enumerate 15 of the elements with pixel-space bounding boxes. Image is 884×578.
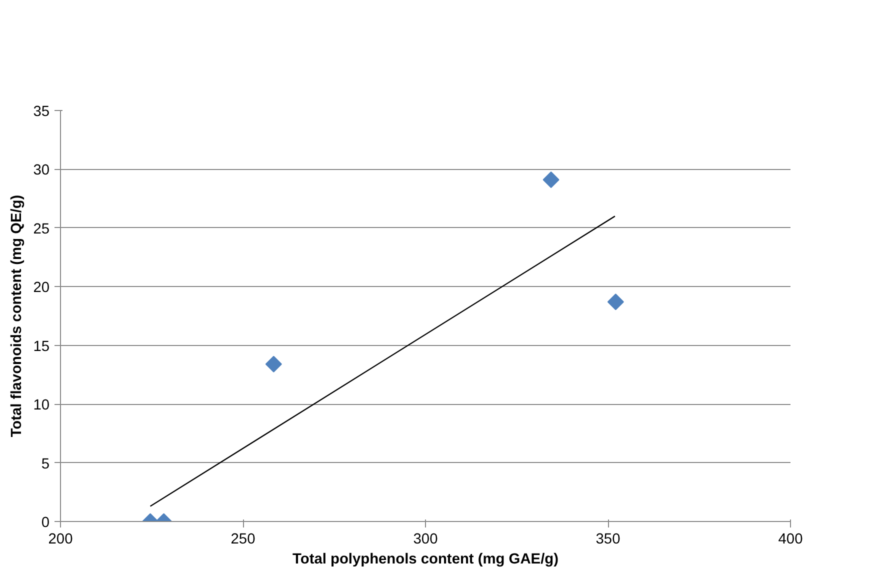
y-tick-label: 0 [41,515,50,531]
x-tick-label: 400 [778,532,803,548]
x-tick-label: 300 [413,532,438,548]
x-tick-label: 250 [230,532,256,548]
y-tick-label: 10 [33,398,50,414]
y-tick-label: 15 [33,338,50,355]
y-tick-label: 20 [33,280,50,296]
y-axis-title: Total flavonoids content (mg QE/g) [9,194,26,438]
x-tick-label: 200 [48,532,73,548]
y-tick-label: 5 [41,456,50,472]
y-tick-label: 35 [33,104,50,120]
x-axis-title: Total polyphenols content (mg GAE/g) [292,552,559,568]
x-tick-label: 350 [596,532,620,548]
y-tick-label: 30 [33,162,50,179]
y-tick-label: 25 [33,221,50,238]
